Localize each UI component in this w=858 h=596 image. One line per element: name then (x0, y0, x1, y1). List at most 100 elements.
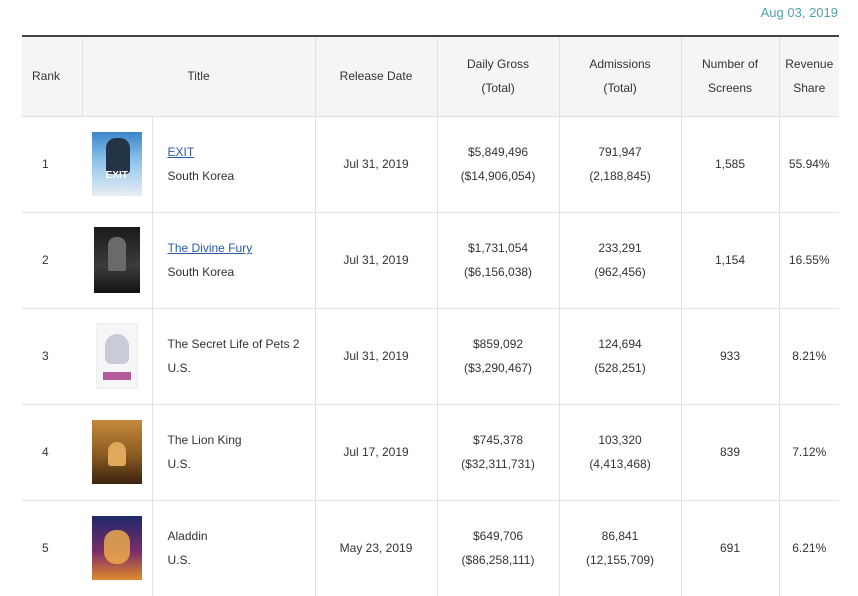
admissions-cell: 103,320 (4,413,468) (558, 404, 682, 500)
screens-cell: 839 (680, 404, 780, 500)
header-admissions: Admissions (Total) (558, 36, 682, 116)
header-revenue-share: Revenue Share (778, 36, 840, 116)
daily-gross-cell: $745,378 ($32,311,731) (436, 404, 560, 500)
movie-poster-image[interactable]: EXIT (91, 132, 142, 196)
admissions-value: 86,841 (601, 529, 639, 544)
release-date-cell: Jul 17, 2019 (314, 404, 438, 500)
title-cell: The Secret Life of Pets 2 U.S. (151, 308, 316, 404)
gross-total-value: ($14,906,054) (460, 169, 536, 183)
daily-gross-value: $649,706 (472, 529, 524, 544)
gross-total-value: ($32,311,731) (461, 457, 535, 471)
table-row: 2 The Divine Fury South Korea Jul 31, 20… (22, 212, 840, 308)
header-screens-sub: Screens (708, 81, 753, 96)
screens-cell: 1,585 (680, 116, 780, 212)
movie-country: South Korea (167, 169, 235, 183)
movie-title-link[interactable]: EXIT (167, 145, 195, 159)
revenue-share-cell: 8.21% (778, 308, 840, 404)
movie-country: U.S. (167, 457, 191, 471)
daily-gross-value: $1,731,054 (467, 241, 529, 255)
release-date-cell: Jul 31, 2019 (314, 308, 438, 404)
poster-cell (82, 404, 152, 500)
title-cell: Aladdin U.S. (151, 500, 316, 596)
rank-cell: 4 (42, 445, 49, 459)
movie-country: U.S. (167, 553, 191, 568)
daily-gross-cell: $859,092 ($3,290,467) (436, 308, 560, 404)
admissions-value: 103,320 (598, 433, 642, 447)
header-share-sub: Share (793, 81, 826, 96)
daily-gross-value: $745,378 (472, 433, 524, 447)
admissions-total-value: (962,456) (594, 265, 646, 279)
rank-cell: 1 (42, 157, 49, 171)
daily-gross-value: $859,092 (472, 337, 524, 351)
rank-cell: 2 (42, 253, 49, 267)
header-rank: Rank (32, 69, 61, 84)
rank-cell: 5 (42, 541, 49, 556)
gross-total-value: ($3,290,467) (463, 361, 533, 375)
poster-cell (82, 308, 152, 404)
poster-cell (82, 212, 152, 308)
admissions-total-value: (528,251) (594, 361, 646, 375)
movie-poster-image[interactable] (93, 227, 140, 293)
admissions-cell: 124,694 (528,251) (558, 308, 682, 404)
title-cell: The Divine Fury South Korea (151, 212, 316, 308)
daily-gross-cell: $5,849,496 ($14,906,054) (436, 116, 560, 212)
daily-gross-cell: $1,731,054 ($6,156,038) (436, 212, 560, 308)
title-cell: EXIT South Korea (151, 116, 316, 212)
report-date: Aug 03, 2019 (760, 5, 838, 20)
poster-figure (107, 237, 126, 271)
screens-cell: 691 (680, 500, 780, 596)
header-title: Title (81, 36, 316, 116)
revenue-share-cell: 7.12% (778, 404, 840, 500)
admissions-value: 233,291 (598, 241, 642, 255)
table-row: 4 The Lion King U.S. Jul 17, 2019 $745,3… (22, 404, 840, 500)
header-screens: Number of Screens (680, 36, 780, 116)
header-daily-gross-label: Daily Gross (467, 57, 530, 72)
admissions-total-value: (4,413,468) (589, 457, 651, 471)
movie-poster-image[interactable] (91, 420, 142, 484)
title-cell: The Lion King U.S. (151, 404, 316, 500)
daily-gross-cell: $649,706 ($86,258,111) (436, 500, 560, 596)
admissions-total-value: (12,155,709) (585, 553, 655, 568)
box-office-table: Rank Title Release Date Daily Gross (Tot… (22, 35, 840, 596)
movie-poster-image[interactable] (91, 516, 142, 581)
movie-country: U.S. (167, 361, 191, 375)
table-row: 3 The Secret Life of Pets 2 U.S. Jul 31,… (22, 308, 840, 404)
screens-cell: 1,154 (680, 212, 780, 308)
daily-gross-value: $5,849,496 (467, 145, 529, 159)
header-daily-gross-sub: (Total) (481, 81, 515, 96)
admissions-cell: 233,291 (962,456) (558, 212, 682, 308)
poster-title-block (102, 372, 131, 380)
release-date-cell: Jul 31, 2019 (314, 116, 438, 212)
revenue-share-cell: 55.94% (778, 116, 840, 212)
header-release-date: Release Date (314, 36, 438, 116)
poster-figure (105, 138, 130, 174)
header-daily-gross: Daily Gross (Total) (436, 36, 560, 116)
admissions-value: 124,694 (598, 337, 642, 351)
movie-title: The Lion King (167, 433, 242, 447)
screens-cell: 933 (680, 308, 780, 404)
admissions-total-value: (2,188,845) (589, 169, 651, 183)
gross-total-value: ($86,258,111) (461, 553, 535, 568)
table-row: 5 Aladdin U.S. May 23, 2019 $649,706 ($8… (22, 500, 840, 596)
rank-cell: 3 (42, 349, 49, 363)
movie-country: South Korea (167, 265, 235, 279)
revenue-share-cell: 6.21% (778, 500, 840, 596)
gross-total-value: ($6,156,038) (463, 265, 533, 279)
movie-poster-image[interactable] (95, 323, 138, 389)
poster-cell (82, 500, 152, 596)
table-row: 1 EXIT EXIT South Korea Jul 31, 2019 $5,… (22, 116, 840, 212)
poster-title-text: EXIT (105, 170, 128, 181)
admissions-cell: 791,947 (2,188,845) (558, 116, 682, 212)
movie-title: Aladdin (167, 529, 208, 544)
release-date-cell: Jul 31, 2019 (314, 212, 438, 308)
poster-figure (104, 334, 129, 364)
poster-figure (107, 442, 126, 466)
revenue-share-cell: 16.55% (778, 212, 840, 308)
admissions-cell: 86,841 (12,155,709) (558, 500, 682, 596)
poster-cell: EXIT (82, 116, 152, 212)
movie-title: The Secret Life of Pets 2 (167, 337, 300, 351)
header-share-label: Revenue (785, 57, 834, 72)
movie-title-link[interactable]: The Divine Fury (167, 241, 253, 255)
header-admissions-label: Admissions (589, 57, 651, 72)
header-screens-label: Number of (702, 57, 759, 72)
